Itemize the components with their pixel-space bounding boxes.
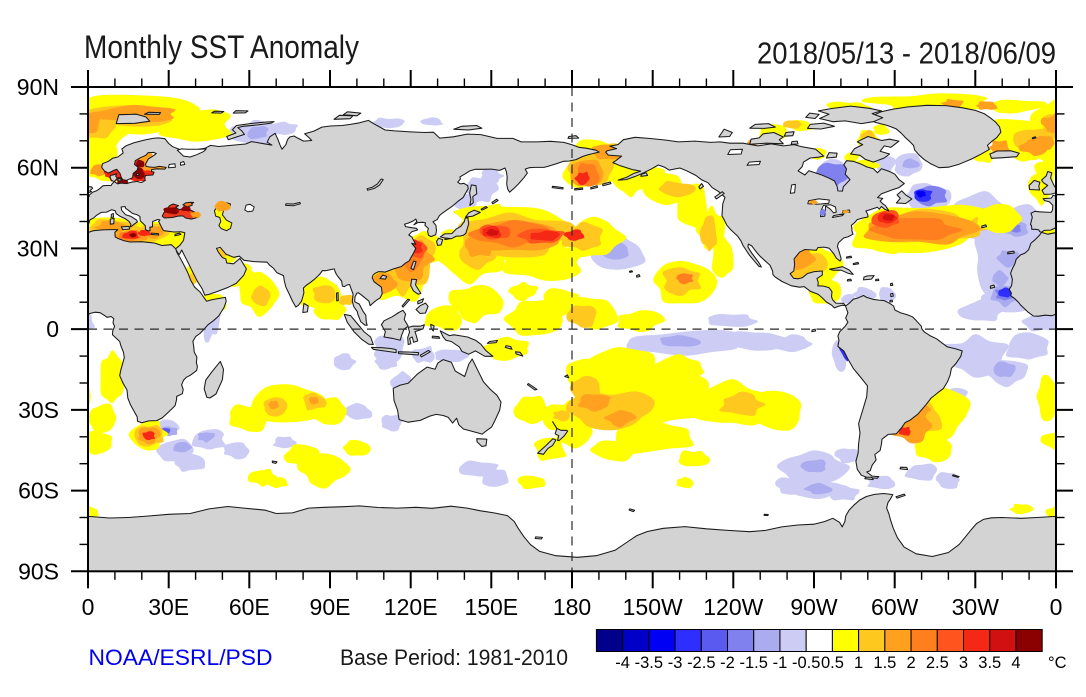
svg-text:60E: 60E xyxy=(229,594,270,620)
svg-text:-1.5: -1.5 xyxy=(740,654,768,672)
svg-text:30W: 30W xyxy=(952,594,1000,620)
svg-text:-4: -4 xyxy=(615,654,630,672)
svg-text:30N: 30N xyxy=(17,235,59,261)
svg-text:1.5: 1.5 xyxy=(873,654,896,672)
svg-text:3.5: 3.5 xyxy=(978,654,1001,672)
svg-text:-2.5: -2.5 xyxy=(687,654,715,672)
svg-text:120E: 120E xyxy=(384,594,438,620)
svg-text:-2: -2 xyxy=(720,654,735,672)
svg-text:Monthly SST Anomaly: Monthly SST Anomaly xyxy=(84,29,359,65)
svg-text:150E: 150E xyxy=(464,594,518,620)
svg-text:0: 0 xyxy=(46,316,59,342)
svg-text:90N: 90N xyxy=(17,74,59,100)
svg-text:0: 0 xyxy=(1050,594,1063,620)
svg-text:2018/05/13 - 2018/06/09: 2018/05/13 - 2018/06/09 xyxy=(757,36,1056,71)
svg-text:90W: 90W xyxy=(790,594,838,620)
svg-text:-0.5: -0.5 xyxy=(792,654,820,672)
svg-text:2: 2 xyxy=(906,654,915,672)
svg-text:°C: °C xyxy=(1048,654,1067,672)
svg-text:3: 3 xyxy=(959,654,968,672)
svg-text:Base Period: 1981-2010: Base Period: 1981-2010 xyxy=(340,645,568,670)
svg-text:60N: 60N xyxy=(17,155,59,181)
svg-text:90E: 90E xyxy=(310,594,351,620)
svg-text:30E: 30E xyxy=(148,594,189,620)
svg-text:120W: 120W xyxy=(703,594,763,620)
svg-text:150W: 150W xyxy=(623,594,683,620)
svg-text:60S: 60S xyxy=(18,478,59,504)
svg-text:NOAA/ESRL/PSD: NOAA/ESRL/PSD xyxy=(89,645,273,670)
svg-text:180: 180 xyxy=(553,594,591,620)
svg-text:-3: -3 xyxy=(668,654,683,672)
svg-text:-3.5: -3.5 xyxy=(635,654,663,672)
svg-text:30S: 30S xyxy=(18,397,59,423)
svg-text:0.5: 0.5 xyxy=(821,654,844,672)
svg-text:0: 0 xyxy=(82,594,95,620)
svg-text:-1: -1 xyxy=(773,654,788,672)
svg-text:4: 4 xyxy=(1011,654,1020,672)
svg-text:60W: 60W xyxy=(871,594,919,620)
svg-text:90S: 90S xyxy=(18,558,59,584)
svg-text:1: 1 xyxy=(854,654,863,672)
svg-text:2.5: 2.5 xyxy=(926,654,949,672)
